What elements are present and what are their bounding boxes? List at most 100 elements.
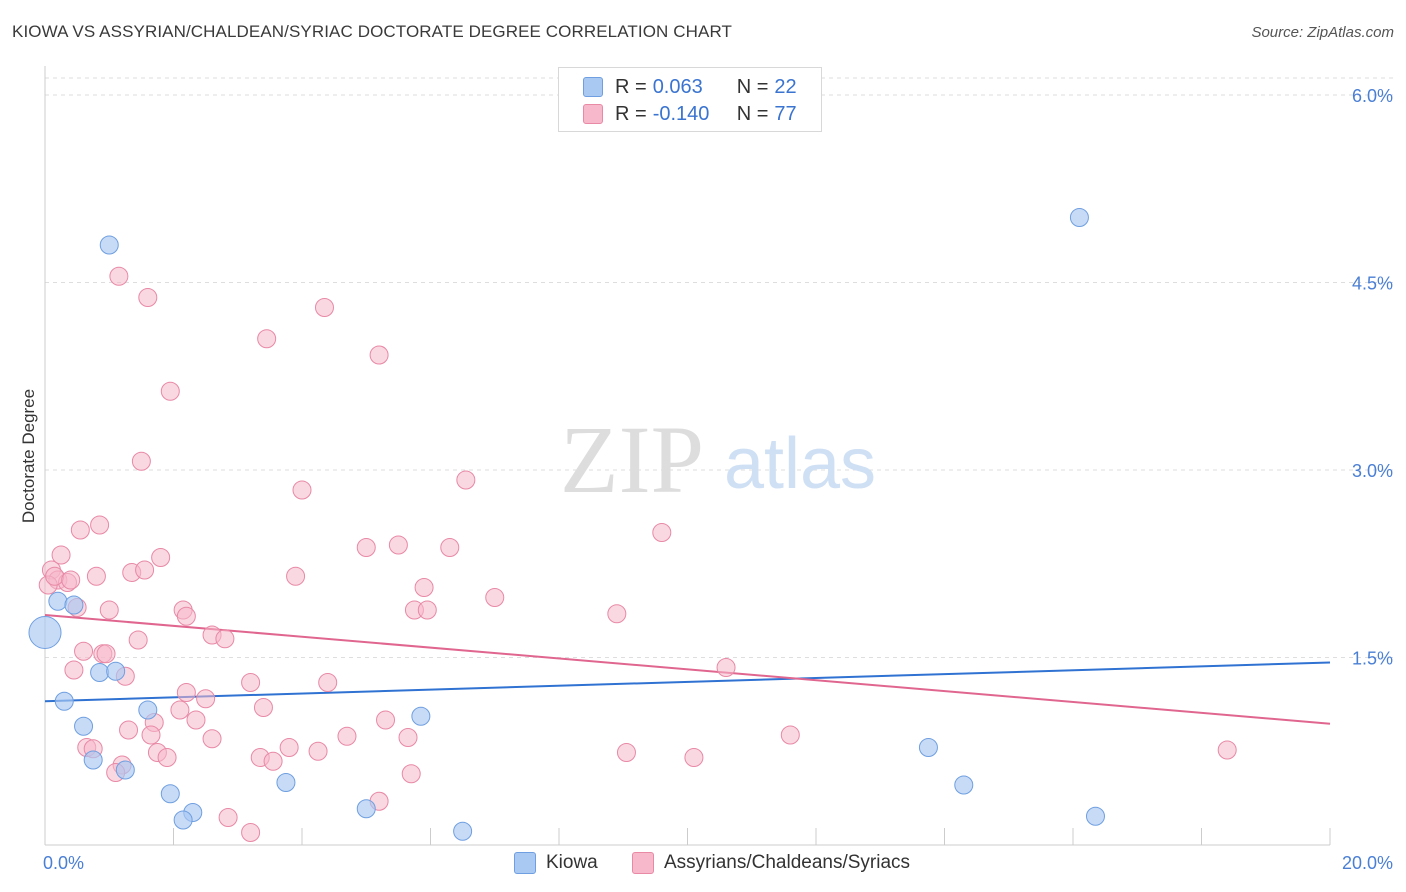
kiowa-point [1085,806,1105,826]
watermark: ZIP atlas [560,406,876,513]
assyrian-point [141,725,161,745]
legend-item-kiowa[interactable]: Kiowa [514,852,598,874]
legend-row-assyrian: R = -0.140 N = 77 [583,102,797,126]
assyrian-point [292,480,312,500]
assyrian-point [456,470,476,490]
assyrian-point [218,808,238,827]
assyrian-point [388,535,408,555]
assyrian-point [138,288,158,307]
assyrian-point [196,689,216,709]
assyrian-point [64,660,84,680]
assyrian-point [109,266,129,286]
kiowa-point [64,595,84,615]
legend-item-assyrian[interactable]: Assyrians/Chaldeans/Syriacs [632,852,910,874]
grid [45,77,1395,658]
assyrian-r-value: -0.140 [652,102,710,125]
kiowa-point [1069,208,1089,227]
kiowa-n-value: 22 [774,75,797,98]
y-tick-label: 6.0% [1352,86,1393,106]
assyrian-point [376,710,396,730]
assyrian-point [74,641,94,661]
assyrian-point [286,566,306,586]
assyrian-point [241,823,261,842]
kiowa-point [160,784,180,804]
assyrian-point [485,588,505,607]
assyrian-legend-label: Assyrians/Chaldeans/Syriacs [664,852,911,873]
assyrian-point [780,725,800,745]
assyrian-point [99,600,119,620]
assyrian-point [51,545,71,565]
assyrian-point [279,738,299,757]
assyrian-point [215,629,235,649]
kiowa-point [453,821,473,841]
kiowa-r-label: R = [615,75,647,98]
kiowa-legend-label: Kiowa [546,852,598,873]
tick-labels: 1.5% 3.0% 4.5% 6.0% 0.0% 20.0% [43,86,1393,873]
assyrian-point [369,345,389,365]
assyrian-point [45,566,65,586]
assyrian-point [257,329,277,349]
assyrian-point [308,741,328,761]
assyrian-point [186,710,206,730]
assyrian-point [128,630,148,650]
assyrian-point [684,748,704,767]
assyrian-point [119,720,139,740]
chart-title: KIOWA VS ASSYRIAN/CHALDEAN/SYRIAC DOCTOR… [12,22,732,41]
assyrian-point [86,566,106,586]
assyrian-point [176,606,196,626]
assyrian-point [652,523,672,542]
kiowa-point [138,700,158,720]
watermark-zip: ZIP [560,406,704,513]
assyrian-points [38,266,1237,842]
axes [44,66,1331,846]
assyrian-legend-swatch [632,852,654,874]
kiowa-point [99,235,119,255]
assyrian-point [398,728,418,747]
assyrian-point [607,604,627,624]
assyrian-point [157,748,177,767]
kiowa-points [28,208,1105,841]
assyrian-point [61,570,81,590]
assyrian-swatch [583,104,603,124]
assyrian-point [1217,740,1237,760]
assyrian-point [417,600,437,620]
kiowa-trend-line [44,661,1331,703]
assyrian-point [440,538,460,557]
assyrian-point [170,700,190,720]
assyrian-point [414,578,434,597]
assyrian-point [131,451,151,471]
assyrian-point [253,698,273,717]
assyrian-point [151,548,171,567]
assyrian-point [160,381,180,401]
assyrian-point [70,520,90,540]
assyrian-trend-line [44,614,1331,725]
kiowa-point [106,661,126,681]
y-axis-label: Doctorate Degree [19,389,38,523]
kiowa-point [918,738,938,757]
assyrian-n-value: 77 [774,102,797,125]
assyrian-point [401,764,421,784]
y-tick-label: 3.0% [1352,461,1393,481]
kiowa-point [356,799,376,819]
assyrian-point [263,751,283,771]
kiowa-point [115,760,135,780]
assyrian-point [616,743,636,762]
kiowa-point [173,810,193,830]
assyrian-point [241,673,261,692]
x-tick-label-max: 20.0% [1342,853,1393,873]
kiowa-point [54,691,74,711]
kiowa-point [90,663,110,682]
assyrian-point [135,560,155,580]
kiowa-point [411,706,431,726]
trend-lines [44,614,1331,725]
assyrian-point [314,298,334,317]
series-legend: Kiowa Assyrians/Chaldeans/Syriacs [0,852,1406,878]
stats-legend: R = 0.063 N = 22 R = -0.140 N = 77 [558,67,822,132]
kiowa-point [48,591,68,611]
kiowa-point [74,716,94,736]
kiowa-point [954,775,974,795]
kiowa-point [28,616,62,649]
kiowa-r-value: 0.063 [652,75,703,98]
assyrian-point [716,658,736,677]
